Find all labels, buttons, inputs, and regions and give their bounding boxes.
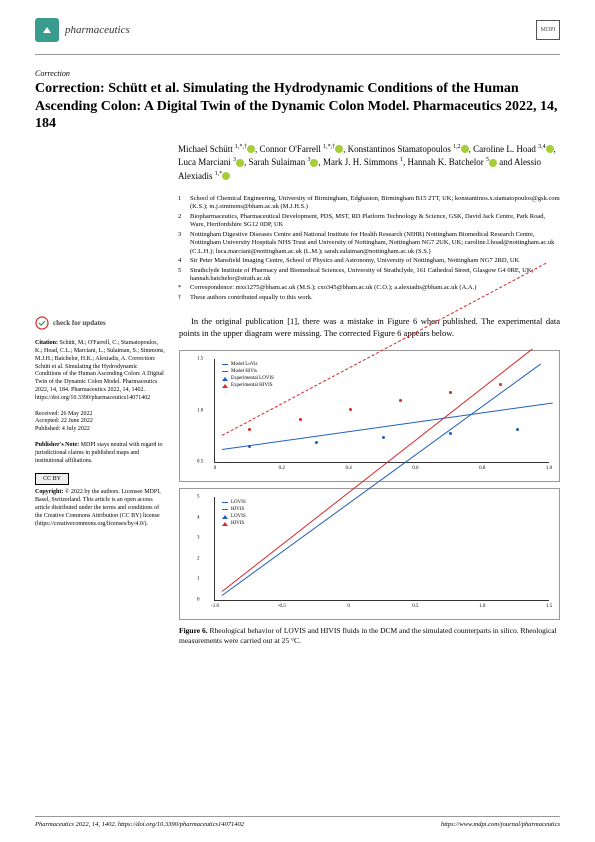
footer-left: Pharmaceutics 2022, 14, 1402. https://do… bbox=[35, 821, 244, 828]
orcid-icon bbox=[222, 172, 230, 180]
article-type: Correction bbox=[35, 69, 595, 78]
data-point bbox=[248, 428, 251, 431]
data-point bbox=[315, 441, 318, 444]
citation-label: Citation: bbox=[35, 340, 58, 346]
journal-name: pharmaceutics bbox=[65, 24, 130, 36]
affiliation-item: †These authors contributed equally to th… bbox=[178, 294, 560, 302]
affiliation-item: 5Strathclyde Institute of Pharmacy and B… bbox=[178, 267, 560, 284]
caption-text: Rheological behavior of LOVIS and HIVIS … bbox=[179, 626, 557, 645]
affiliation-item: 1School of Chemical Engineering, Univers… bbox=[178, 195, 560, 212]
affiliation-item: 2Biopharmaceutics, Pharmaceutical Develo… bbox=[178, 213, 560, 230]
received-date: Received: 26 May 2022 bbox=[35, 411, 165, 419]
orcid-icon bbox=[461, 145, 469, 153]
orcid-icon bbox=[546, 145, 554, 153]
figure-caption: Figure 6. Rheological behavior of LOVIS … bbox=[179, 626, 560, 646]
chart-legend: LOVIS HIVIS LOVIS HIVIS bbox=[222, 499, 246, 527]
copyright-block: Copyright: © 2022 by the authors. Licens… bbox=[35, 489, 165, 528]
page-footer: Pharmaceutics 2022, 14, 1402. https://do… bbox=[35, 816, 560, 828]
orcid-icon bbox=[236, 159, 244, 167]
sidebar: check for updates Citation: Schütt, M.; … bbox=[35, 316, 165, 645]
pubnote-label: Publisher's Note: bbox=[35, 442, 79, 448]
footer-right: https://www.mdpi.com/journal/pharmaceuti… bbox=[441, 821, 560, 828]
journal-icon bbox=[35, 18, 59, 42]
data-point bbox=[449, 391, 452, 394]
caption-label: Figure 6. bbox=[179, 626, 208, 635]
orcid-icon bbox=[489, 159, 497, 167]
data-point bbox=[499, 383, 502, 386]
data-point bbox=[449, 432, 452, 435]
citation-block: Citation: Schütt, M.; O'Farrell, C.; Sta… bbox=[35, 340, 165, 402]
affiliation-item: 4Sir Peter Mansfield Imaging Centre, Sch… bbox=[178, 257, 560, 265]
authors-line: Michael Schütt 1,*,†, Connor O'Farrell 1… bbox=[178, 143, 560, 184]
figure-chart-lower: 5 4 3 2 1 0 -1.0 -0.5 0 0.5 1.0 1.5 LOVI… bbox=[179, 488, 560, 620]
data-point bbox=[516, 428, 519, 431]
affiliation-item: 3Nottingham Digestive Diseases Centre an… bbox=[178, 231, 560, 256]
chart-axes: 5 4 3 2 1 0 -1.0 -0.5 0 0.5 1.0 1.5 bbox=[214, 497, 549, 601]
publisher-note: Publisher's Note: MDPI stays neutral wit… bbox=[35, 442, 165, 465]
orcid-icon bbox=[310, 159, 318, 167]
copyright-label: Copyright: bbox=[35, 489, 63, 495]
body-paragraph: In the original publication [1], there w… bbox=[179, 316, 560, 340]
chart-legend: Model LoVis Model HiVis Experimental LOV… bbox=[222, 361, 274, 389]
citation-text: Schütt, M.; O'Farrell, C.; Stamatopoulos… bbox=[35, 340, 165, 401]
page-header: pharmaceutics MDPI bbox=[0, 0, 595, 42]
cc-by-badge: CC BY bbox=[35, 473, 69, 485]
data-point bbox=[399, 399, 402, 402]
main-content: In the original publication [1], there w… bbox=[179, 316, 560, 645]
data-point bbox=[349, 408, 352, 411]
published-date: Published: 4 July 2022 bbox=[35, 426, 165, 434]
article-title: Correction: Schütt et al. Simulating the… bbox=[35, 80, 560, 133]
check-updates-badge[interactable]: check for updates bbox=[35, 316, 165, 330]
check-updates-label: check for updates bbox=[53, 319, 106, 328]
orcid-icon bbox=[247, 145, 255, 153]
check-updates-icon bbox=[35, 316, 49, 330]
orcid-icon bbox=[335, 145, 343, 153]
mdpi-logo: MDPI bbox=[536, 20, 560, 40]
header-rule bbox=[35, 54, 560, 55]
dates-block: Received: 26 May 2022 Accepted: 22 June … bbox=[35, 411, 165, 434]
journal-logo: pharmaceutics bbox=[35, 18, 130, 42]
data-point bbox=[299, 418, 302, 421]
accepted-date: Accepted: 22 June 2022 bbox=[35, 418, 165, 426]
data-point bbox=[382, 436, 385, 439]
